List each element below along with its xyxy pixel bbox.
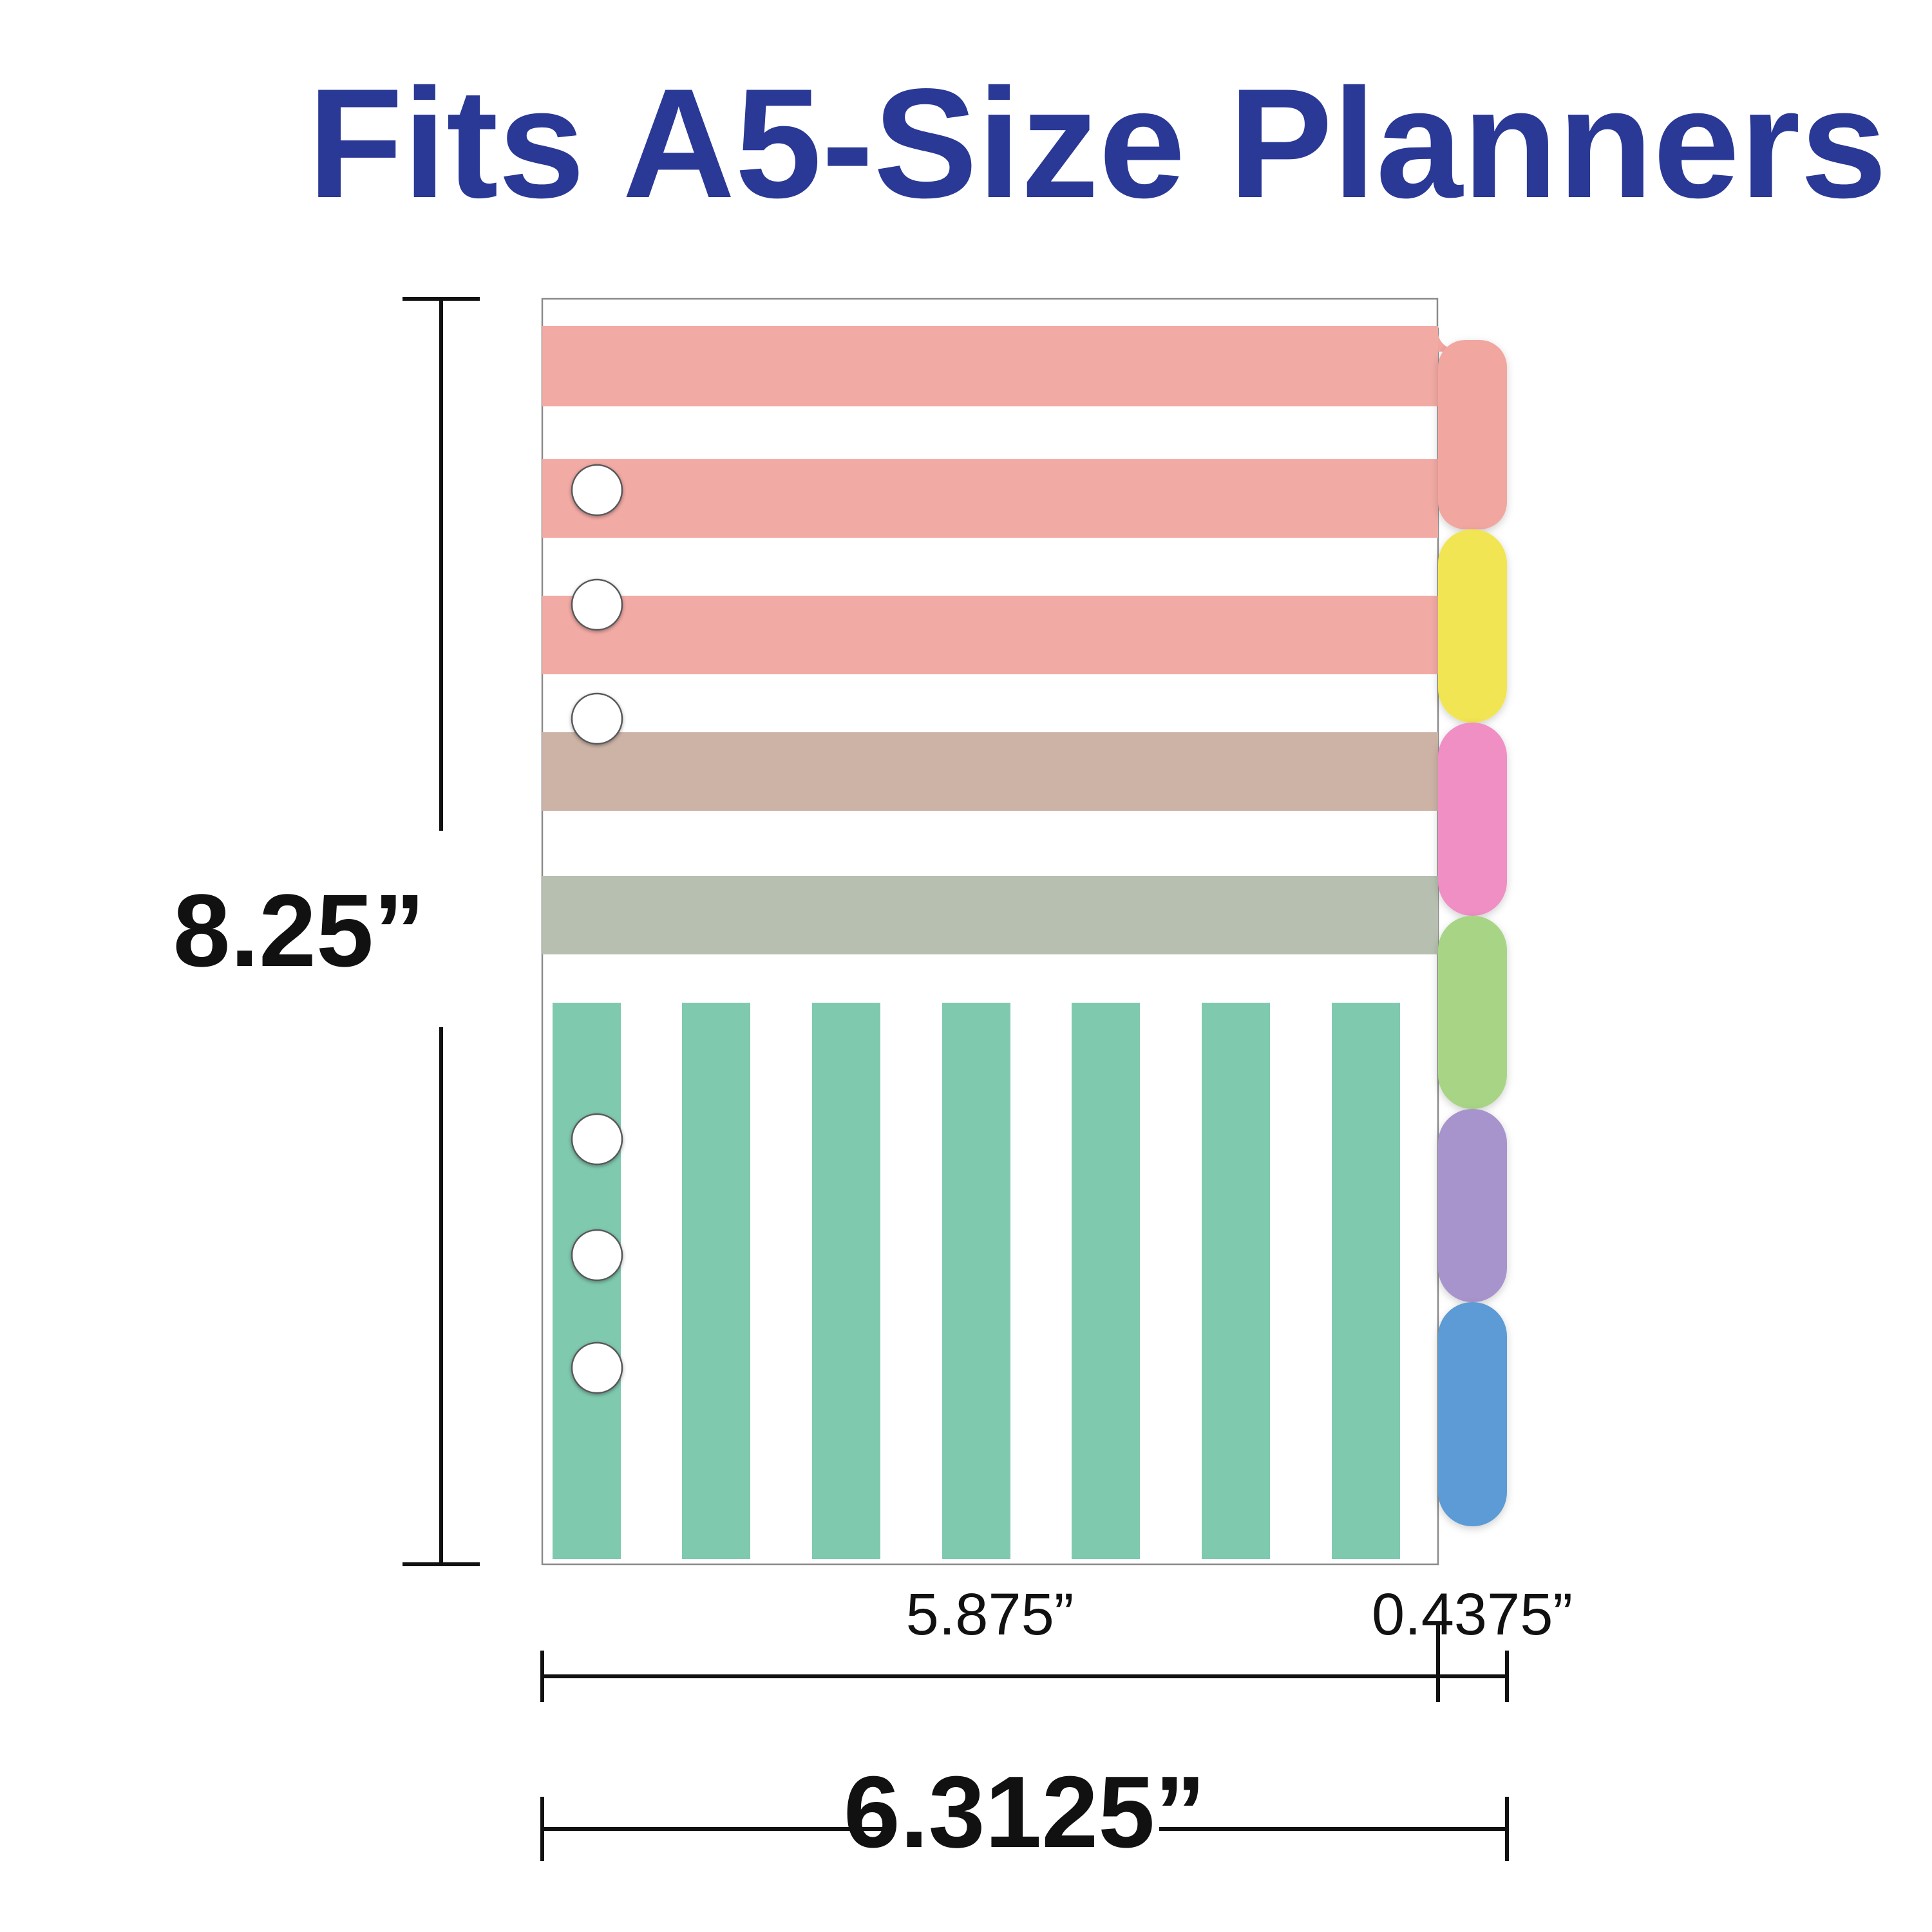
svg-text:0.4375”: 0.4375” [1372, 1582, 1573, 1647]
svg-text:8.25”: 8.25” [173, 873, 425, 988]
svg-text:6.3125”: 6.3125” [844, 1756, 1206, 1869]
svg-text:5.875”: 5.875” [906, 1582, 1074, 1647]
